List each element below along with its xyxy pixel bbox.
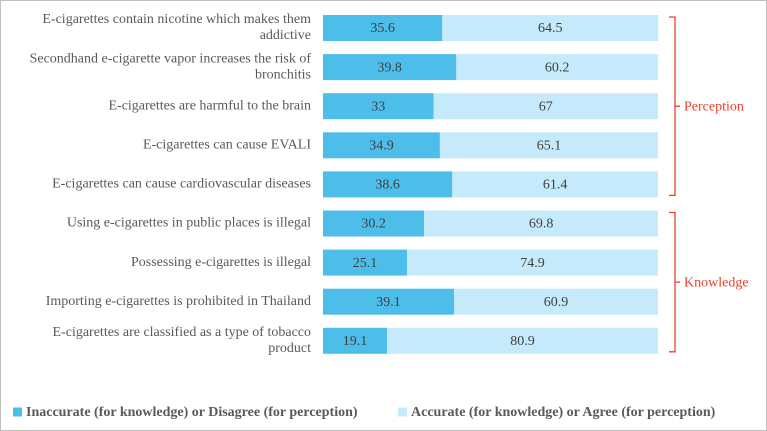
bar-row: E-cigarettes contain nicotine which make… (42, 12, 659, 43)
data-label: 64.5 (538, 21, 563, 36)
bar-segment-accurate (453, 288, 658, 315)
category-label: bronchitis (255, 67, 311, 82)
bar-row: Possessing e-cigarettes is illegal 25.1 74… (131, 249, 658, 276)
bar-segment-inaccurate (323, 93, 434, 120)
group-bracket (669, 16, 680, 197)
data-label: 60.9 (544, 295, 569, 310)
group-label: Perception (684, 99, 744, 114)
bar-segment-inaccurate (323, 249, 408, 276)
data-label: 19.1 (343, 334, 368, 349)
bars-layer: E-cigarettes contain nicotine which make… (30, 12, 659, 356)
bar-segment-accurate (386, 327, 658, 354)
bar-segment-inaccurate (323, 132, 440, 159)
category-label: Possessing e-cigarettes is illegal (131, 255, 311, 270)
data-label: 34.9 (369, 139, 394, 154)
category-label: Secondhand e-cigarette vapor increases t… (30, 51, 312, 66)
bar-segment-accurate (442, 15, 659, 41)
bar-segment-accurate (439, 132, 658, 159)
data-label: 35.6 (370, 21, 395, 36)
group-bracket (669, 211, 680, 353)
group-knowledge: Knowledge (669, 211, 749, 353)
bar-segment-inaccurate (323, 288, 454, 315)
legend-item: Inaccurate (for knowledge) or Disagree (… (13, 405, 358, 420)
category-label: E-cigarettes can cause EVALI (143, 138, 311, 153)
bar-segment-accurate (407, 249, 658, 276)
category-label: Importing e-cigarettes is prohibited in … (46, 294, 311, 309)
data-label: 74.9 (520, 256, 545, 271)
data-label: 60.2 (545, 60, 570, 75)
bar-segment-accurate (456, 54, 658, 81)
category-label: E-cigarettes are harmful to the brain (108, 98, 311, 113)
data-label: 25.1 (353, 256, 378, 271)
data-label: 61.4 (543, 178, 568, 193)
bar-segment-inaccurate (323, 54, 457, 81)
legend-label: Accurate (for knowledge) or Agree (for p… (411, 405, 716, 420)
category-label: E-cigarettes are classified as a type of… (53, 325, 311, 340)
category-label: E-cigarettes contain nicotine which make… (42, 12, 311, 27)
bar-row: E-cigarettes can cause cardiovascular di… (52, 171, 658, 198)
data-label: 30.2 (361, 217, 386, 232)
bar-row: E-cigarettes can cause EVALI 34.9 65.1 (143, 132, 658, 159)
bar-row: Importing e-cigarettes is prohibited in … (46, 288, 658, 315)
bar-row: Secondhand e-cigarette vapor increases t… (30, 51, 658, 82)
legend-item: Accurate (for knowledge) or Agree (for p… (398, 405, 716, 420)
legend-swatch (398, 407, 407, 417)
category-label: E-cigarettes can cause cardiovascular di… (52, 177, 311, 192)
data-label: 38.6 (375, 178, 400, 193)
bar-segment-inaccurate (323, 210, 425, 237)
data-label: 39.8 (377, 60, 402, 75)
category-label: Using e-cigarettes in public places is i… (67, 216, 311, 231)
legend-label: Inaccurate (for knowledge) or Disagree (… (26, 405, 358, 420)
bar-segment-accurate (452, 171, 658, 198)
bar-segment-accurate (433, 93, 658, 120)
data-label: 39.1 (376, 295, 401, 310)
bar-row: E-cigarettes are classified as a type of… (53, 325, 658, 356)
data-label: 33 (371, 99, 385, 114)
legend: Inaccurate (for knowledge) or Disagree (… (13, 405, 716, 420)
category-label: product (268, 341, 311, 356)
data-label: 80.9 (510, 334, 535, 349)
category-label: addictive (260, 28, 311, 43)
bar-segment-inaccurate (323, 171, 453, 198)
data-label: 69.8 (529, 217, 554, 232)
bar-segment-inaccurate (323, 327, 387, 354)
data-label: 65.1 (537, 139, 562, 154)
bar-segment-accurate (424, 210, 658, 237)
legend-swatch (13, 407, 22, 417)
bar-segment-inaccurate (323, 15, 443, 41)
group-perception: Perception (669, 16, 744, 197)
bar-row: Using e-cigarettes in public places is i… (67, 210, 658, 237)
group-label: Knowledge (684, 275, 749, 290)
bar-row: E-cigarettes are harmful to the brain 33 6… (108, 93, 658, 120)
data-label: 67 (539, 99, 553, 114)
group-brackets: Perception Knowledge (669, 16, 749, 353)
